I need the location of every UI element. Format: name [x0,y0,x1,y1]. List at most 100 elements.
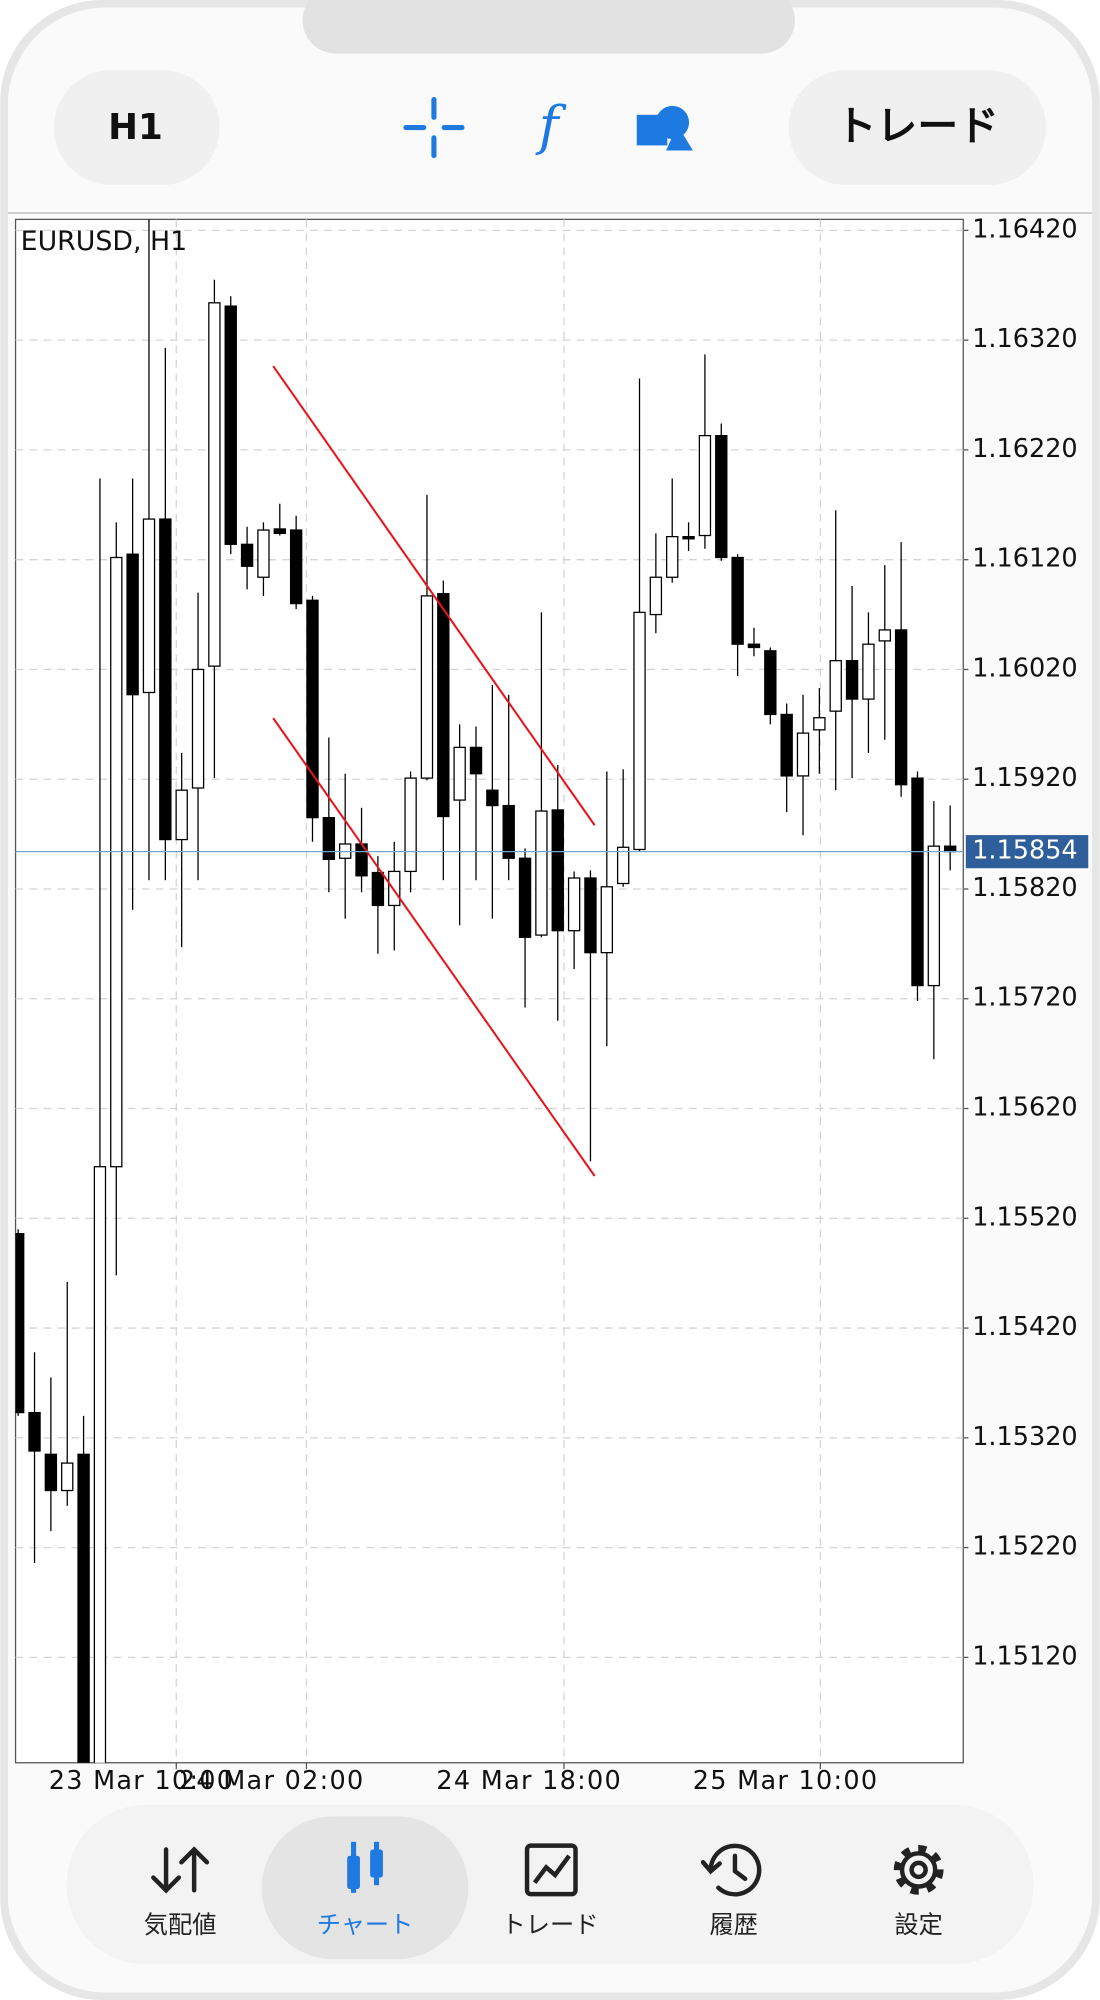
objects-icon[interactable] [636,105,693,151]
candle-body [927,845,941,987]
candle-body [273,528,286,534]
candle-body [911,777,924,987]
candle-body [682,535,695,540]
x-tick-label: 25 Mar 10:00 [693,1766,879,1796]
y-tick-label: 1.16120 [972,544,1077,574]
history-icon[interactable] [700,1843,762,1897]
candle-body [93,1166,107,1763]
y-tick-label: 1.15420 [972,1312,1077,1342]
trade-button[interactable] [788,70,1047,185]
candle-body [44,1453,58,1492]
timeframe-label[interactable]: H1 [108,107,163,148]
candle-body [894,629,908,786]
trend-line [272,717,596,1177]
y-tick-label: 1.15120 [972,1641,1077,1671]
candle-body [943,845,957,853]
candle-body [371,871,385,907]
candle-body [453,746,466,801]
chart-icon[interactable] [347,1841,383,1893]
candle-body [404,777,417,873]
candle-body [159,518,172,841]
candle-body [486,789,499,807]
y-tick-label: 1.15320 [972,1422,1077,1452]
y-tick-label: 1.16020 [972,653,1077,683]
candle-body [77,1453,90,1763]
last-price-label: 1.15854 [972,836,1077,866]
candle-body [600,886,614,954]
candle-body [731,556,744,645]
candle-body [420,595,434,779]
candles [15,219,957,1763]
candle-body [306,599,319,819]
trend-line [272,365,596,826]
candle-body [28,1411,41,1452]
timeframe-button[interactable] [53,70,220,185]
grid [15,219,964,1763]
settings-icon[interactable] [893,1845,944,1895]
y-tick-label: 1.15220 [972,1532,1077,1562]
candle-body [535,810,548,936]
bottom-nav [66,1804,1034,1965]
quotes-icon[interactable] [151,1846,210,1894]
trade-icon[interactable] [524,1843,578,1897]
candle-body [142,518,156,694]
candle-body [584,877,597,954]
y-tick-label: 1.15720 [972,983,1077,1013]
candle-body [747,643,761,649]
candle-body [698,434,712,537]
candle-body [829,660,842,712]
candle-body [845,660,859,700]
nav-label[interactable]: 気配値 [144,1911,217,1939]
candle-body [649,576,663,616]
candle-body [551,809,564,932]
candle-body [715,434,728,559]
y-tick-label: 1.15620 [972,1093,1077,1123]
plot-area [14,218,964,1764]
candle-body [110,556,123,1168]
candle-body [388,870,401,907]
y-tick-label: 1.15920 [972,763,1077,793]
candle-body [518,857,532,938]
x-tick-label: 23 Mar 10:00 [49,1766,235,1796]
candle-body [780,713,793,777]
y-tick-label: 1.15520 [972,1202,1077,1232]
nav-label[interactable]: 履歴 [709,1911,757,1939]
nav-label[interactable]: トレード [502,1911,599,1939]
candle-body [126,553,139,696]
symbol-label: EURUSD, H1 [21,226,187,257]
x-tick-label: 24 Mar 18:00 [436,1766,622,1796]
nav-label[interactable]: チャート [317,1911,414,1939]
trade-button-label[interactable]: トレード [836,102,999,150]
candle-body [796,732,810,777]
crosshair-icon[interactable] [403,96,465,159]
y-tick-label: 1.15820 [972,873,1077,903]
notch [302,0,795,54]
candle-body [862,643,875,700]
last-price-box [965,835,1089,869]
candle-body [616,846,630,885]
candle-body [175,789,188,841]
y-tick-label: 1.16320 [972,324,1077,354]
candle-body [469,746,483,775]
candle-body [633,611,646,851]
candle-body [878,629,891,642]
axes: 1.16420 1.16320 1.16220 1.16120 1.16020 1.159… [15,214,1089,1796]
candle-body [502,804,515,859]
y-tick-label: 1.16220 [972,434,1077,464]
nav-selected-bg [261,1816,469,1960]
candle-body [567,877,581,932]
candle-body [240,543,254,567]
candle-body [813,717,826,731]
candle-body [437,593,450,818]
candle-body [61,1462,74,1492]
candle-body [666,535,679,578]
candle-body [289,529,303,605]
candle-body [257,529,270,578]
x-tick-label: 24 Mar 02:00 [179,1766,365,1796]
candle-body [224,305,237,545]
candle-body [322,816,336,860]
nav-label[interactable]: 設定 [894,1911,942,1939]
candle-body [15,1233,25,1414]
trend-lines [272,365,596,1177]
